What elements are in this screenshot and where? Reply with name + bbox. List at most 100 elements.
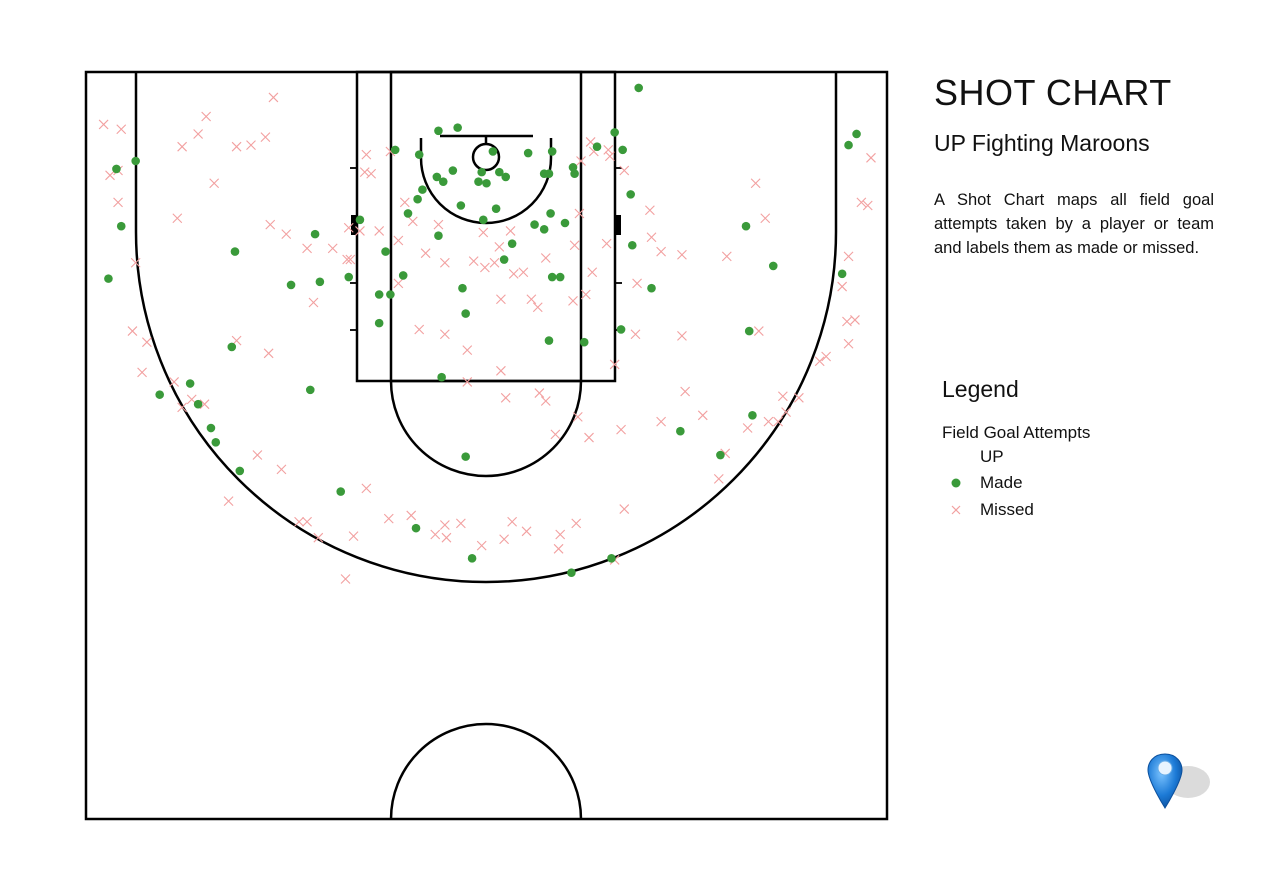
made-shot-40 xyxy=(374,318,384,328)
missed-shot-123 xyxy=(842,316,852,327)
missed-shot-19 xyxy=(130,257,141,268)
missed-shot-21 xyxy=(141,337,152,348)
missed-shot-130 xyxy=(814,356,825,367)
made-shot-15 xyxy=(495,167,504,177)
missed-shot-85 xyxy=(540,253,551,263)
missed-shot-24 xyxy=(177,402,188,413)
missed-shot-69 xyxy=(439,257,450,268)
made-shot-24 xyxy=(482,178,491,188)
missed-shot-125 xyxy=(843,338,854,349)
made-marker-icon xyxy=(951,478,961,488)
made-shot-60 xyxy=(185,379,195,388)
missed-shot-84 xyxy=(574,208,585,219)
made-shot-7 xyxy=(523,148,533,158)
missed-shot-110 xyxy=(677,249,687,260)
missed-shot-47 xyxy=(521,526,532,537)
missed-shot-131 xyxy=(777,391,788,402)
missed-shot-66 xyxy=(508,268,519,279)
made-shot-32 xyxy=(539,225,549,234)
made-shot-12 xyxy=(570,169,579,179)
missed-shot-38 xyxy=(383,513,394,524)
made-shot-82 xyxy=(104,274,113,283)
made-shot-72 xyxy=(748,411,757,420)
missed-shot-80 xyxy=(569,240,580,251)
lane-block-right xyxy=(615,215,621,235)
missed-shot-52 xyxy=(619,504,630,514)
missed-shot-0 xyxy=(268,92,279,103)
map-pin-icon[interactable] xyxy=(1140,748,1220,818)
missed-shot-40 xyxy=(430,529,441,540)
missed-shot-73 xyxy=(393,278,404,289)
missed-shot-57 xyxy=(572,412,583,422)
missed-shot-54 xyxy=(630,329,641,340)
rim xyxy=(471,142,501,172)
missed-shot-13 xyxy=(172,213,183,224)
missed-shot-117 xyxy=(753,326,764,336)
missed-shot-12 xyxy=(113,197,123,208)
three-point-arc xyxy=(134,231,838,584)
made-shot-31 xyxy=(530,220,539,229)
missed-shot-28 xyxy=(263,348,274,359)
missed-shot-119 xyxy=(760,213,771,224)
made-shot-10 xyxy=(592,142,602,151)
made-shot-5 xyxy=(488,147,498,156)
missed-shot-79 xyxy=(534,388,545,398)
made-shot-52 xyxy=(344,272,354,282)
missed-shot-87 xyxy=(478,227,489,238)
made-shot-27 xyxy=(491,204,501,213)
made-shot-66 xyxy=(411,523,421,533)
missed-shot-86 xyxy=(494,241,505,252)
missed-shot-48 xyxy=(555,529,566,540)
made-shot-74 xyxy=(741,221,751,231)
legend-made-label: Made xyxy=(980,473,1023,492)
court-lines xyxy=(84,70,889,821)
made-shot-30 xyxy=(478,215,488,225)
missed-shot-88 xyxy=(505,226,516,236)
legend-team-label: UP xyxy=(980,447,1004,466)
made-shot-63 xyxy=(206,423,216,433)
missed-shot-70 xyxy=(468,256,479,267)
missed-shot-105 xyxy=(603,144,614,155)
made-shot-25 xyxy=(626,190,635,199)
missed-shot-83 xyxy=(580,289,591,300)
missed-shot-44 xyxy=(476,540,487,551)
made-shot-51 xyxy=(461,452,470,461)
legend-title: Legend xyxy=(942,376,1019,402)
made-shot-78 xyxy=(852,129,861,139)
missed-shot-74 xyxy=(414,324,425,335)
paint-inner xyxy=(389,70,583,383)
made-shot-57 xyxy=(227,342,237,352)
missed-marker-icon xyxy=(951,505,961,515)
missed-shot-62 xyxy=(496,365,506,376)
made-shot-76 xyxy=(837,269,847,279)
missed-shot-136 xyxy=(781,407,791,418)
made-shot-45 xyxy=(499,255,509,264)
made-shot-1 xyxy=(610,128,619,137)
made-shot-39 xyxy=(374,290,384,299)
missed-shot-111 xyxy=(646,232,657,243)
missed-shot-68 xyxy=(420,248,431,259)
missed-shot-99 xyxy=(366,168,377,179)
center-circle-half xyxy=(389,722,583,820)
missed-shot-106 xyxy=(604,151,615,162)
made-shot-65 xyxy=(336,487,346,496)
made-shot-53 xyxy=(315,277,325,287)
made-shot-36 xyxy=(627,240,637,250)
made-shot-17 xyxy=(432,172,442,182)
made-shot-56 xyxy=(230,247,240,256)
free-throw-circle xyxy=(389,380,583,478)
missed-shot-50 xyxy=(571,518,582,529)
shot-chart-court xyxy=(84,70,889,821)
made-shot-21 xyxy=(413,194,422,204)
made-shot-26 xyxy=(456,201,466,210)
missed-shot-124 xyxy=(850,315,860,325)
made-shot-20 xyxy=(418,185,427,194)
made-shot-75 xyxy=(768,261,778,271)
missed-shot-113 xyxy=(656,416,667,427)
made-shot-8 xyxy=(547,147,557,156)
missed-shot-100 xyxy=(361,149,372,160)
missed-shot-43 xyxy=(455,518,466,529)
missed-shot-109 xyxy=(656,246,667,257)
missed-shot-107 xyxy=(619,165,630,176)
made-shot-6 xyxy=(414,150,424,159)
